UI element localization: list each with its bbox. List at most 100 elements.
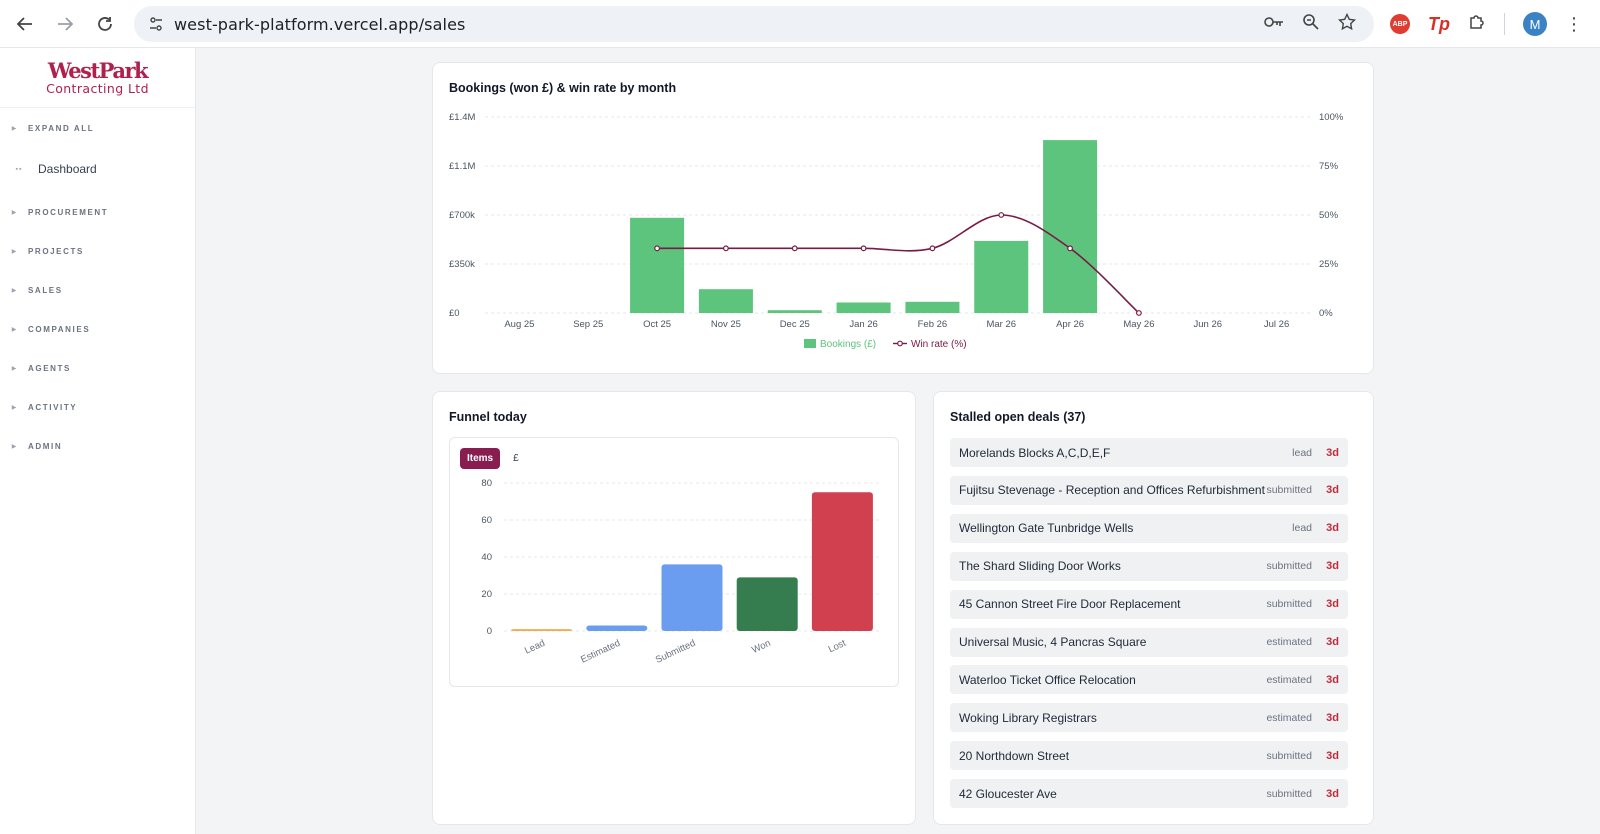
sidebar-section-label: ADMIN: [28, 442, 63, 451]
deal-status: estimated: [1266, 673, 1312, 686]
back-arrow-icon[interactable]: [5, 4, 45, 44]
deal-status: submitted: [1266, 749, 1312, 762]
x-tick-label: Nov 25: [711, 319, 741, 330]
y2-tick-label: 0%: [1319, 308, 1333, 319]
logo-subtitle: Contracting Ltd: [46, 81, 149, 96]
deal-age: 3d: [1326, 446, 1339, 459]
forward-arrow-icon[interactable]: [45, 4, 85, 44]
funnel-bar: [736, 577, 798, 631]
deal-name: Waterloo Ticket Office Relocation: [959, 672, 1136, 687]
chevron-right-icon: ▶: [11, 126, 17, 132]
sidebar-section-agents[interactable]: ▶ AGENTS: [0, 364, 196, 373]
adblock-icon[interactable]: ABP: [1390, 14, 1410, 34]
sidebar-section-label: COMPANIES: [28, 325, 91, 334]
address-bar[interactable]: west-park-platform.vercel.app/sales: [134, 6, 1374, 42]
deal-name: The Shard Sliding Door Works: [959, 559, 1121, 574]
x-tick-label: Dec 25: [780, 319, 810, 330]
y-tick-label: £0: [449, 308, 460, 319]
deal-age: 3d: [1326, 749, 1339, 762]
sidebar-item-dashboard[interactable]: ▪▪ Dashboard: [0, 162, 196, 176]
deal-row[interactable]: 20 Northdown Street submitted 3d: [950, 741, 1348, 771]
deal-name: 42 Gloucester Ave: [959, 786, 1057, 801]
toggle-currency-button[interactable]: £: [513, 453, 519, 464]
stalled-deals-card: Stalled open deals (37) Morelands Blocks…: [933, 391, 1374, 825]
deal-row[interactable]: The Shard Sliding Door Works submitted 3d: [950, 551, 1348, 581]
win-rate-point: [723, 245, 729, 252]
sidebar-section-companies[interactable]: ▶ COMPANIES: [0, 325, 196, 334]
deal-row[interactable]: Fujitsu Stevenage - Reception and Office…: [950, 475, 1348, 505]
deal-age: 3d: [1326, 787, 1339, 800]
y-tick-label: £700k: [449, 210, 475, 221]
deal-age: 3d: [1326, 636, 1339, 648]
reload-icon[interactable]: [85, 4, 125, 44]
funnel-bar: [586, 625, 648, 631]
company-logo[interactable]: WestPark Contracting Ltd: [0, 48, 195, 108]
bookmark-star-icon[interactable]: [1337, 12, 1357, 36]
deal-status: submitted: [1266, 484, 1312, 497]
deal-name: 45 Cannon Street Fire Door Replacement: [959, 597, 1181, 612]
expand-all-button[interactable]: ▶ EXPAND ALL: [0, 124, 196, 133]
tp-extension-icon[interactable]: Tp: [1428, 13, 1450, 34]
deal-row[interactable]: Universal Music, 4 Pancras Square estimat…: [950, 627, 1348, 657]
bookings-bar: [630, 217, 685, 313]
y-tick-label: 0: [487, 626, 492, 637]
x-tick-label: Estimated: [579, 638, 622, 666]
bookings-card-title: Bookings (won £) & win rate by month: [449, 81, 677, 95]
deal-age: 3d: [1326, 673, 1339, 686]
funnel-bar: [661, 564, 723, 631]
y2-tick-label: 75%: [1319, 161, 1339, 172]
sidebar-section-procurement[interactable]: ▶ PROCUREMENT: [0, 208, 196, 217]
deal-age: 3d: [1326, 711, 1339, 724]
win-rate-point: [929, 245, 936, 252]
deal-row[interactable]: Morelands Blocks A,C,D,E,F lead 3d: [950, 438, 1348, 467]
url-text[interactable]: west-park-platform.vercel.app/sales: [174, 14, 466, 34]
deal-row[interactable]: 42 Gloucester Ave submitted 3d: [950, 779, 1348, 809]
zoom-icon[interactable]: [1302, 13, 1320, 36]
profile-avatar[interactable]: M: [1523, 12, 1547, 36]
y2-tick-label: 25%: [1319, 259, 1339, 270]
chevron-right-icon: ▶: [11, 366, 17, 372]
legend-winrate-marker: [897, 340, 903, 347]
funnel-chart-panel: Items £ 0 20 40 60 80 Lead Estimated Submitted W…: [449, 437, 899, 687]
menu-kebab-icon[interactable]: ⋮: [1565, 13, 1583, 34]
bookings-bar: [905, 301, 960, 313]
chevron-right-icon: ▶: [11, 444, 17, 450]
x-tick-label: Mar 26: [986, 319, 1016, 330]
x-tick-label: May 26: [1123, 319, 1154, 330]
sidebar-section-sales[interactable]: ▶ SALES: [0, 286, 196, 295]
extensions-puzzle-icon[interactable]: [1468, 13, 1486, 36]
toolbar-divider: [1504, 13, 1505, 35]
chevron-right-icon: ▶: [11, 210, 17, 216]
toggle-items-button[interactable]: Items: [460, 448, 501, 469]
bookings-bar: [836, 302, 891, 313]
legend-bookings-swatch: [804, 339, 816, 348]
sidebar-section-admin[interactable]: ▶ ADMIN: [0, 442, 196, 451]
funnel-bar: [811, 492, 873, 631]
y-tick-label: 40: [481, 552, 492, 563]
deal-name: Morelands Blocks A,C,D,E,F: [959, 445, 1111, 460]
deal-age: 3d: [1326, 598, 1339, 611]
x-tick-label: Oct 25: [643, 319, 671, 330]
x-tick-label: Apr 26: [1056, 319, 1084, 330]
deal-row[interactable]: Waterloo Ticket Office Relocation estimat…: [950, 665, 1348, 695]
deal-row[interactable]: 45 Cannon Street Fire Door Replacement su…: [950, 589, 1348, 619]
funnel-card: Funnel today Items £ 0 20 40 60 80 Lead Estima…: [432, 391, 916, 825]
sidebar-section-label: PROJECTS: [28, 247, 84, 256]
sidebar-section-projects[interactable]: ▶ PROJECTS: [0, 247, 196, 256]
deal-name: Universal Music, 4 Pancras Square: [959, 635, 1147, 649]
chevron-right-icon: ▶: [11, 327, 17, 333]
dashboard-grid-icon: ▪▪: [15, 165, 23, 173]
sidebar-section-label: SALES: [28, 286, 63, 295]
bookings-bar: [767, 310, 822, 313]
y-tick-label: 20: [481, 589, 492, 600]
funnel-chart: 0 20 40 60 80 Lead Estimated Submitted Won Lost: [481, 478, 880, 666]
deal-row[interactable]: Wellington Gate Tunbridge Wells lead 3d: [950, 513, 1348, 543]
deal-age: 3d: [1326, 484, 1339, 497]
sidebar-section-activity[interactable]: ▶ ACTIVITY: [0, 403, 196, 412]
x-tick-label: Submitted: [654, 638, 697, 666]
x-tick-label: Lead: [523, 638, 547, 657]
sidebar: WestPark Contracting Ltd ▶ EXPAND ALL ▪▪…: [0, 48, 196, 834]
site-info-icon[interactable]: [138, 16, 174, 32]
password-key-icon[interactable]: [1264, 15, 1284, 34]
deal-row[interactable]: Woking Library Registrars estimated 3d: [950, 703, 1348, 733]
